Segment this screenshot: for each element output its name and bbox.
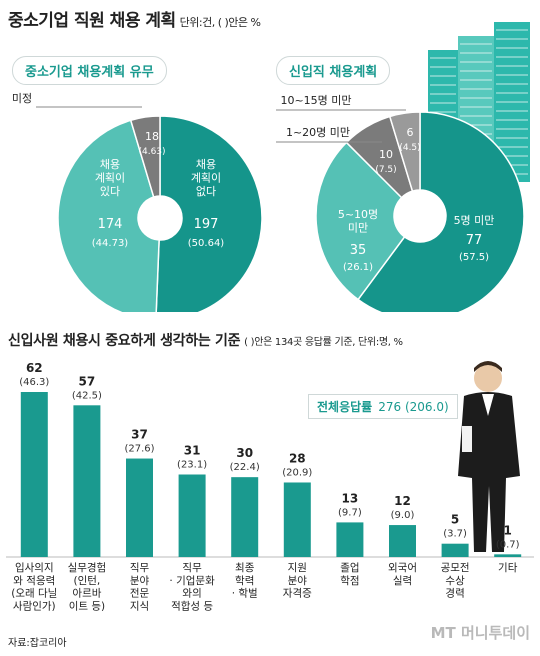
bar-pct-label-5: (20.9) xyxy=(282,467,312,478)
donut1-slice-0 xyxy=(155,115,263,321)
donut2-slice-1-name: 5~10명 미만 xyxy=(338,208,378,234)
bar-category-label-4: 최종 학력 · 학벌 xyxy=(232,562,258,600)
bar-category-label-7: 외국어 실력 xyxy=(388,562,417,587)
bar-pct-label-8: (3.7) xyxy=(443,529,467,540)
donut2-slice-3-pct: (4.5) xyxy=(399,143,420,153)
donut2-slice-2-value: 10 xyxy=(379,148,393,161)
bar-chart-title: 신입사원 채용시 중요하게 생각하는 기준( )안은 134곳 응답률 기준, … xyxy=(8,330,403,350)
donut2-slice-1-value: 35 xyxy=(350,243,367,258)
bar-category-label-2: 직무 분야 전문 지식 xyxy=(130,562,150,612)
total-label: 전체응답률 xyxy=(317,400,373,414)
bar-title-note: ( )안은 134곳 응답률 기준, 단위:명, % xyxy=(244,337,403,348)
donut2-slice-0-name: 5명 미만 xyxy=(454,214,495,227)
bar-category-label-8: 공모전 수상 경력 xyxy=(441,562,470,600)
donut2-slice-1 xyxy=(315,141,406,301)
bar-pct-label-1: (42.5) xyxy=(72,390,102,401)
bar-category-label-1: 실무경험 (인턴, 아르바 이트 등) xyxy=(68,561,107,612)
donut2-slice-3 xyxy=(388,111,421,193)
bar-title-text: 신입사원 채용시 중요하게 생각하는 기준 xyxy=(8,333,241,349)
bar-0 xyxy=(20,392,48,557)
bar-category-label-3: 직무 · 기업문화 와의 적합성 등 xyxy=(169,562,215,612)
bar-6 xyxy=(336,522,364,557)
donut1-label: 중소기업 채용계획 유무 xyxy=(12,56,167,85)
total-value-num: 276 xyxy=(378,400,402,414)
unit-note: 단위:건, ( )안은 % xyxy=(179,16,261,29)
bar-7 xyxy=(389,525,416,557)
bar-value-label-0: 62 xyxy=(26,361,43,375)
bar-category-label-9: 기타 xyxy=(498,562,518,574)
bar-pct-label-3: (23.1) xyxy=(177,460,207,471)
donut-charts: 채용 계획이 없다 197 (50.64) 채용 계획이 있다 174 (44.73) 18 (4.6… xyxy=(12,92,525,321)
donut1-slice-2 xyxy=(129,115,161,198)
total-response-badge: 전체응답률 276 (206.0) xyxy=(308,394,458,419)
donut1-slice-1-value: 174 xyxy=(98,217,123,232)
bar-chart-svg: 62 (46.3) 입사의지 와 적응력 (오래 다닐 사람인가) 57 (42.5) 실무경험… xyxy=(6,361,534,612)
bar-3 xyxy=(178,474,206,557)
bar-value-label-6: 13 xyxy=(342,491,359,505)
donut-section: 채용 계획이 없다 197 (50.64) 채용 계획이 있다 174 (44.73) 18 (4.6… xyxy=(0,40,540,321)
brand-logo: MT 머니투데이 xyxy=(430,624,530,642)
bar-5 xyxy=(283,482,311,557)
donut1-slice-2-pct: (4.63) xyxy=(138,147,165,157)
bar-8 xyxy=(441,543,469,557)
donut1-slice-1-name: 채용 계획이 있다 xyxy=(95,158,125,198)
bar-value-label-9: 1 xyxy=(504,523,512,537)
bar-value-label-5: 28 xyxy=(289,451,306,465)
donut2-slice-1-pct: (26.1) xyxy=(343,262,373,273)
bar-value-label-7: 12 xyxy=(394,494,411,508)
bar-value-label-2: 37 xyxy=(131,428,148,442)
donut2-slice-2-pct: (7.5) xyxy=(375,165,396,175)
bar-value-label-3: 31 xyxy=(184,444,201,458)
donut2-label: 신입직 채용계획 xyxy=(276,56,391,85)
donut2-slice-0-value: 77 xyxy=(466,233,483,248)
donut2-slice-3-name: 10~15명 미만 xyxy=(280,94,351,107)
total-value: 276 (206.0) xyxy=(378,400,448,414)
page-title: 중소기업 직원 채용 계획 단위:건, ( )안은 % xyxy=(8,6,261,31)
donut1-slice-0-pct: (50.64) xyxy=(188,238,225,249)
bar-category-label-6: 졸업 학점 xyxy=(340,561,359,587)
bar-1 xyxy=(73,405,101,557)
bar-value-label-1: 57 xyxy=(79,374,96,388)
donut1-slice-2-value: 18 xyxy=(145,130,159,143)
bar-4 xyxy=(231,477,259,557)
donut2-slice-2-name: 1~20명 미만 xyxy=(286,126,350,139)
donut2-slice-3-value: 6 xyxy=(407,126,414,139)
bar-pct-label-9: (0.7) xyxy=(496,539,520,550)
donut1-slice-0-name: 채용 계획이 없다 xyxy=(191,158,221,198)
bar-value-label-4: 30 xyxy=(236,446,253,460)
total-value-pct: (206.0) xyxy=(404,400,449,414)
bar-pct-label-4: (22.4) xyxy=(230,462,260,473)
donut1-slice-2-name: 미정 xyxy=(12,92,32,105)
source-note: 자료:잡코리아 xyxy=(8,638,67,649)
bar-chart: 62 (46.3) 입사의지 와 적응력 (오래 다닐 사람인가) 57 (42.5) 실무경험… xyxy=(0,350,540,632)
bar-category-label-5: 지원 분야 자격증 xyxy=(283,562,312,600)
bar-pct-label-6: (9.7) xyxy=(338,507,362,518)
bar-pct-label-0: (46.3) xyxy=(19,377,49,388)
bar-9 xyxy=(494,554,522,557)
bar-pct-label-7: (9.0) xyxy=(391,510,415,521)
title-text: 중소기업 직원 채용 계획 xyxy=(8,11,176,31)
donut1-slice-1-pct: (44.73) xyxy=(92,238,129,249)
donut1-slice-0-value: 197 xyxy=(194,217,219,232)
bar-2 xyxy=(126,458,153,557)
bar-pct-label-2: (27.6) xyxy=(124,444,154,455)
bar-value-label-8: 5 xyxy=(451,513,459,527)
donut2-slice-0-pct: (57.5) xyxy=(459,252,489,263)
donut1-slice-1 xyxy=(57,119,160,321)
bar-category-label-0: 입사의지 와 적응력 (오래 다닐 사람인가) xyxy=(11,561,57,612)
businessman-illustration xyxy=(458,361,520,552)
